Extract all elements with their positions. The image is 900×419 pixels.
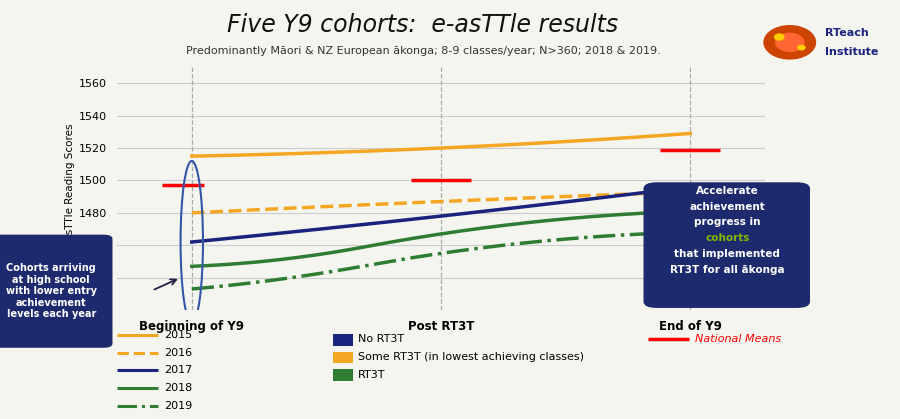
Text: Institute: Institute: [824, 47, 878, 57]
Text: Some RT3T (in lowest achieving classes): Some RT3T (in lowest achieving classes): [358, 352, 584, 362]
Text: cohorts: cohorts: [705, 233, 750, 243]
Text: RT3T: RT3T: [358, 370, 386, 380]
Text: progress in: progress in: [694, 217, 760, 228]
Text: Five Y9 cohorts:  e-asTTle results: Five Y9 cohorts: e-asTTle results: [228, 13, 618, 36]
Text: Predominantly Māori & NZ European ākonga; 8-9 classes/year; N>360; 2018 & 2019.: Predominantly Māori & NZ European ākonga…: [185, 46, 661, 56]
Text: National Means: National Means: [695, 334, 781, 344]
Text: RTeach: RTeach: [824, 28, 868, 38]
Circle shape: [798, 45, 805, 50]
Text: Accelerate: Accelerate: [696, 186, 759, 196]
Circle shape: [775, 34, 784, 40]
Text: 2016: 2016: [164, 348, 192, 358]
Circle shape: [776, 33, 804, 52]
Text: that implemented: that implemented: [674, 249, 780, 259]
Text: 2018: 2018: [164, 383, 192, 393]
Text: achievement: achievement: [689, 202, 765, 212]
Text: 2017: 2017: [164, 365, 192, 375]
Text: No RT3T: No RT3T: [358, 334, 404, 344]
Y-axis label: e- asTTle Reading Scores: e- asTTle Reading Scores: [65, 123, 75, 254]
Text: 2019: 2019: [164, 401, 192, 411]
Text: 2015: 2015: [164, 330, 192, 340]
Text: RT3T for all ākonga: RT3T for all ākonga: [670, 265, 785, 275]
Circle shape: [764, 26, 815, 59]
Text: Cohorts arriving
at high school
with lower entry
achievement
levels each year: Cohorts arriving at high school with low…: [5, 263, 97, 319]
